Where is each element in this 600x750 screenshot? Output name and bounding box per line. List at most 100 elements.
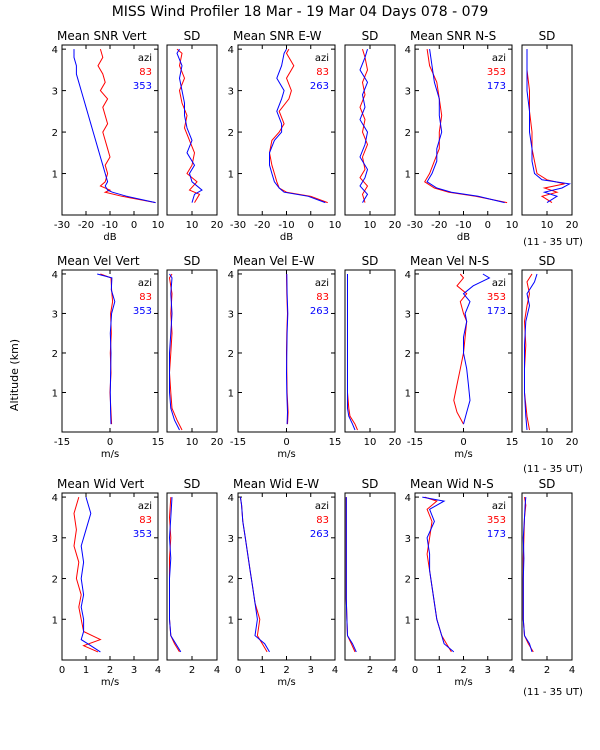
panel-snr-ns-sd: SD 10 20 bbox=[521, 29, 578, 231]
legend-entry: 83 bbox=[316, 515, 329, 526]
series-line-173 bbox=[426, 49, 505, 204]
y-tick-label: 2 bbox=[405, 128, 411, 139]
y-tick-label: 3 bbox=[405, 87, 411, 98]
legend-title: azi bbox=[138, 278, 152, 289]
x-tick-label: 20 bbox=[389, 220, 402, 231]
y-tick-label: 3 bbox=[52, 309, 58, 320]
x-tick-label: 4 bbox=[155, 665, 161, 676]
x-tick-label: 1 bbox=[83, 665, 89, 676]
x-tick-label: 2 bbox=[367, 665, 373, 676]
x-tick-label: 0 bbox=[412, 665, 418, 676]
legend-entry: 173 bbox=[487, 306, 506, 317]
legend-entry: 353 bbox=[487, 292, 506, 303]
x-tick-label: 0 bbox=[59, 665, 65, 676]
panel-snr-ew: Mean SNR E-W -30 -20 -10 0 10 dB 1 2 3 4 azi 83 263 bbox=[228, 29, 342, 243]
legend-title: azi bbox=[315, 53, 329, 64]
series-line-173 bbox=[524, 273, 538, 431]
series-line-263 bbox=[347, 274, 356, 431]
altitude-axis-label: Altitude (km) bbox=[8, 339, 21, 411]
x-axis-label: dB bbox=[280, 232, 293, 243]
x-tick-label: 10 bbox=[541, 437, 554, 448]
x-tick-label: -20 bbox=[254, 220, 270, 231]
panel-title: SD bbox=[539, 254, 556, 268]
series-line-353 bbox=[73, 49, 156, 204]
y-tick-label: 4 bbox=[52, 493, 58, 504]
y-tick-label: 2 bbox=[228, 128, 234, 139]
x-tick-label: -10 bbox=[102, 220, 118, 231]
y-tick-label: 4 bbox=[405, 270, 411, 281]
x-tick-label: 0 bbox=[283, 437, 289, 448]
panel-frame bbox=[344, 492, 396, 661]
x-axis-label: dB bbox=[457, 232, 470, 243]
x-axis-label: m/s bbox=[454, 449, 472, 460]
series-line-83 bbox=[359, 48, 369, 203]
y-tick-label: 3 bbox=[52, 87, 58, 98]
legend-entry: 83 bbox=[139, 67, 152, 78]
legend-title: azi bbox=[138, 501, 152, 512]
series-line-353 bbox=[453, 273, 468, 425]
x-tick-label: -20 bbox=[78, 220, 94, 231]
x-tick-label: 10 bbox=[506, 220, 519, 231]
x-axis-label: m/s bbox=[277, 449, 295, 460]
y-tick-label: 1 bbox=[228, 170, 234, 181]
series-line-353 bbox=[80, 496, 101, 653]
panel-snr-ew-sd: SD 10 20 bbox=[344, 29, 402, 231]
series-line-263 bbox=[345, 497, 357, 653]
x-tick-label: -30 bbox=[407, 220, 423, 231]
y-tick-label: 1 bbox=[405, 388, 411, 399]
panel-title: Mean Vel Vert bbox=[57, 254, 140, 268]
legend-entry: 263 bbox=[310, 529, 329, 540]
x-tick-label: 20 bbox=[389, 437, 402, 448]
figure-title: MISS Wind Profiler 18 Mar - 19 Mar 04 Da… bbox=[112, 4, 489, 20]
y-tick-label: 1 bbox=[228, 388, 234, 399]
series-line-83 bbox=[97, 48, 156, 204]
panel-wid-vert-sd: SD 2 4 bbox=[166, 477, 220, 676]
series-line-83 bbox=[239, 497, 268, 653]
panel-vel-vert: Mean Vel Vert -15 0 15 m/s 1 2 3 4 azi 83 353 bbox=[52, 254, 165, 460]
panel-title: SD bbox=[539, 29, 556, 43]
x-tick-label: 10 bbox=[541, 220, 554, 231]
legend-entry: 353 bbox=[133, 529, 152, 540]
y-tick-label: 1 bbox=[405, 615, 411, 626]
x-tick-label: 2 bbox=[544, 665, 550, 676]
legend-entry: 353 bbox=[487, 515, 506, 526]
x-tick-label: 0 bbox=[131, 220, 137, 231]
x-tick-label: 15 bbox=[329, 437, 342, 448]
x-tick-label: 4 bbox=[509, 665, 515, 676]
x-tick-label: 1 bbox=[436, 665, 442, 676]
panel-vel-ew-sd: SD 10 20 bbox=[344, 254, 402, 448]
legend-entry: 83 bbox=[316, 292, 329, 303]
legend-title: azi bbox=[492, 53, 506, 64]
series-line-173 bbox=[526, 49, 572, 204]
x-tick-label: 10 bbox=[364, 220, 377, 231]
series-line-353 bbox=[176, 48, 203, 203]
panel-snr-ns: Mean SNR N-S -30 -20 -10 0 10 dB 1 2 3 4 azi 353 173 bbox=[405, 29, 519, 243]
panel-wid-ew-sd: SD 2 4 bbox=[344, 477, 398, 676]
x-tick-label: 0 bbox=[460, 437, 466, 448]
y-tick-label: 4 bbox=[405, 493, 411, 504]
y-tick-label: 3 bbox=[52, 534, 58, 545]
legend-entry: 353 bbox=[133, 81, 152, 92]
panel-vel-ns: Mean Vel N-S -15 0 15 m/s 1 2 3 4 azi 353 173 bbox=[405, 254, 519, 460]
series-line-263 bbox=[269, 48, 326, 204]
x-tick-label: -10 bbox=[455, 220, 471, 231]
x-tick-label: 20 bbox=[566, 437, 579, 448]
y-tick-label: 4 bbox=[52, 45, 58, 56]
panel-frame bbox=[521, 492, 573, 661]
y-tick-label: 2 bbox=[228, 349, 234, 360]
y-tick-label: 2 bbox=[52, 349, 58, 360]
panel-title: Mean Wid Vert bbox=[57, 477, 144, 491]
series-line-353 bbox=[168, 497, 182, 653]
series-line-83 bbox=[176, 48, 201, 203]
y-tick-label: 4 bbox=[405, 45, 411, 56]
legend-entry: 83 bbox=[316, 67, 329, 78]
panel-snr-vert: Mean SNR Vert -30 -20 -10 0 10 dB 1 2 3 4 azi 83 353 bbox=[52, 29, 165, 243]
panel-title: Mean Wid N-S bbox=[410, 477, 494, 491]
panel-title: SD bbox=[362, 477, 379, 491]
x-tick-label: 10 bbox=[186, 437, 199, 448]
y-tick-label: 1 bbox=[228, 615, 234, 626]
y-tick-label: 2 bbox=[405, 575, 411, 586]
y-tick-label: 2 bbox=[52, 128, 58, 139]
panel-wid-ns: Mean Wid N-S 0 1 2 3 4 m/s 1 2 3 4 azi 353 173 bbox=[405, 477, 516, 688]
